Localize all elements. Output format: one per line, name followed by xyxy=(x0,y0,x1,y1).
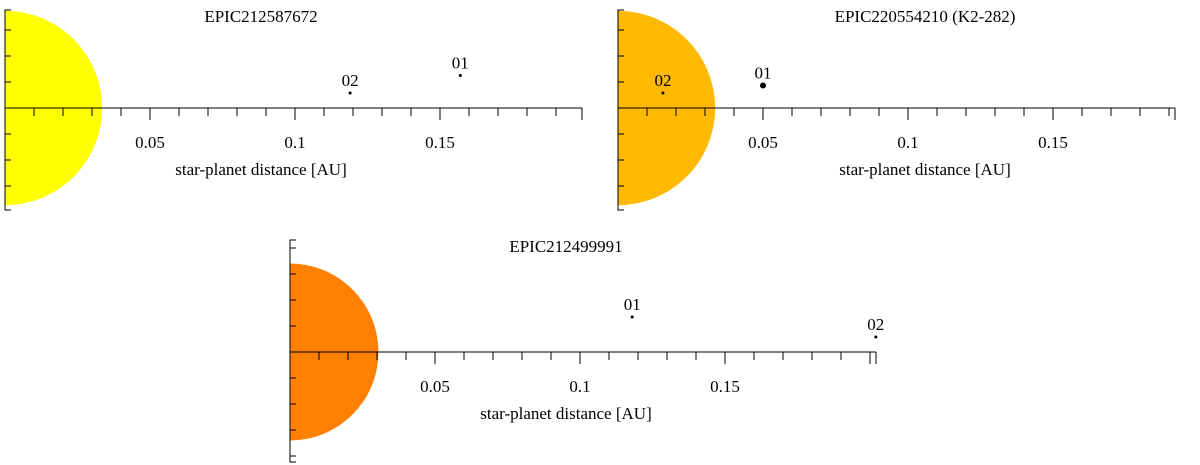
x-tick-label: 0.1 xyxy=(897,133,918,152)
x-tick-label: 0.15 xyxy=(710,377,740,396)
x-axis-label: star-planet distance [AU] xyxy=(480,404,651,423)
x-tick-label: 0.05 xyxy=(135,133,165,152)
planet-label: 02 xyxy=(342,71,359,90)
panel-epic212587672: 0.05 0.1 0.15 star-planet distance [AU] EPIC… xyxy=(4,7,583,211)
y-axis xyxy=(4,9,11,211)
planet-label: 01 xyxy=(755,64,772,83)
panel-title: EPIC212499991 xyxy=(509,237,622,256)
planet-label: 01 xyxy=(452,54,469,73)
panel-epic212499991: 0.05 0.1 0.15 star-planet distance [AU] EPIC… xyxy=(289,237,884,463)
x-axis-label: star-planet distance [AU] xyxy=(839,160,1010,179)
planet-marker xyxy=(458,74,462,77)
panel-title: EPIC220554210 (K2-282) xyxy=(835,7,1016,26)
planet-marker xyxy=(630,315,634,319)
planet-label: 02 xyxy=(867,315,884,334)
planet-marker xyxy=(661,91,665,95)
planet-marker xyxy=(348,91,352,95)
planet-label: 01 xyxy=(624,295,641,314)
y-axis xyxy=(617,9,624,211)
x-tick-label: 0.15 xyxy=(425,133,455,152)
planet-marker xyxy=(760,82,766,89)
x-tick-label: 0.1 xyxy=(284,133,305,152)
y-axis xyxy=(289,239,296,463)
panel-epic220554210: 0.05 0.1 0.15 star-planet distance [AU] EPIC… xyxy=(617,7,1176,211)
x-tick-label: 0.05 xyxy=(748,133,778,152)
x-tick-label: 0.05 xyxy=(420,377,450,396)
panel-title: EPIC212587672 xyxy=(204,7,317,26)
x-tick-label: 0.1 xyxy=(569,377,590,396)
x-tick-label: 0.15 xyxy=(1038,133,1068,152)
planet-marker xyxy=(874,335,878,339)
x-axis-label: star-planet distance [AU] xyxy=(175,160,346,179)
planet-label: 02 xyxy=(654,71,671,90)
